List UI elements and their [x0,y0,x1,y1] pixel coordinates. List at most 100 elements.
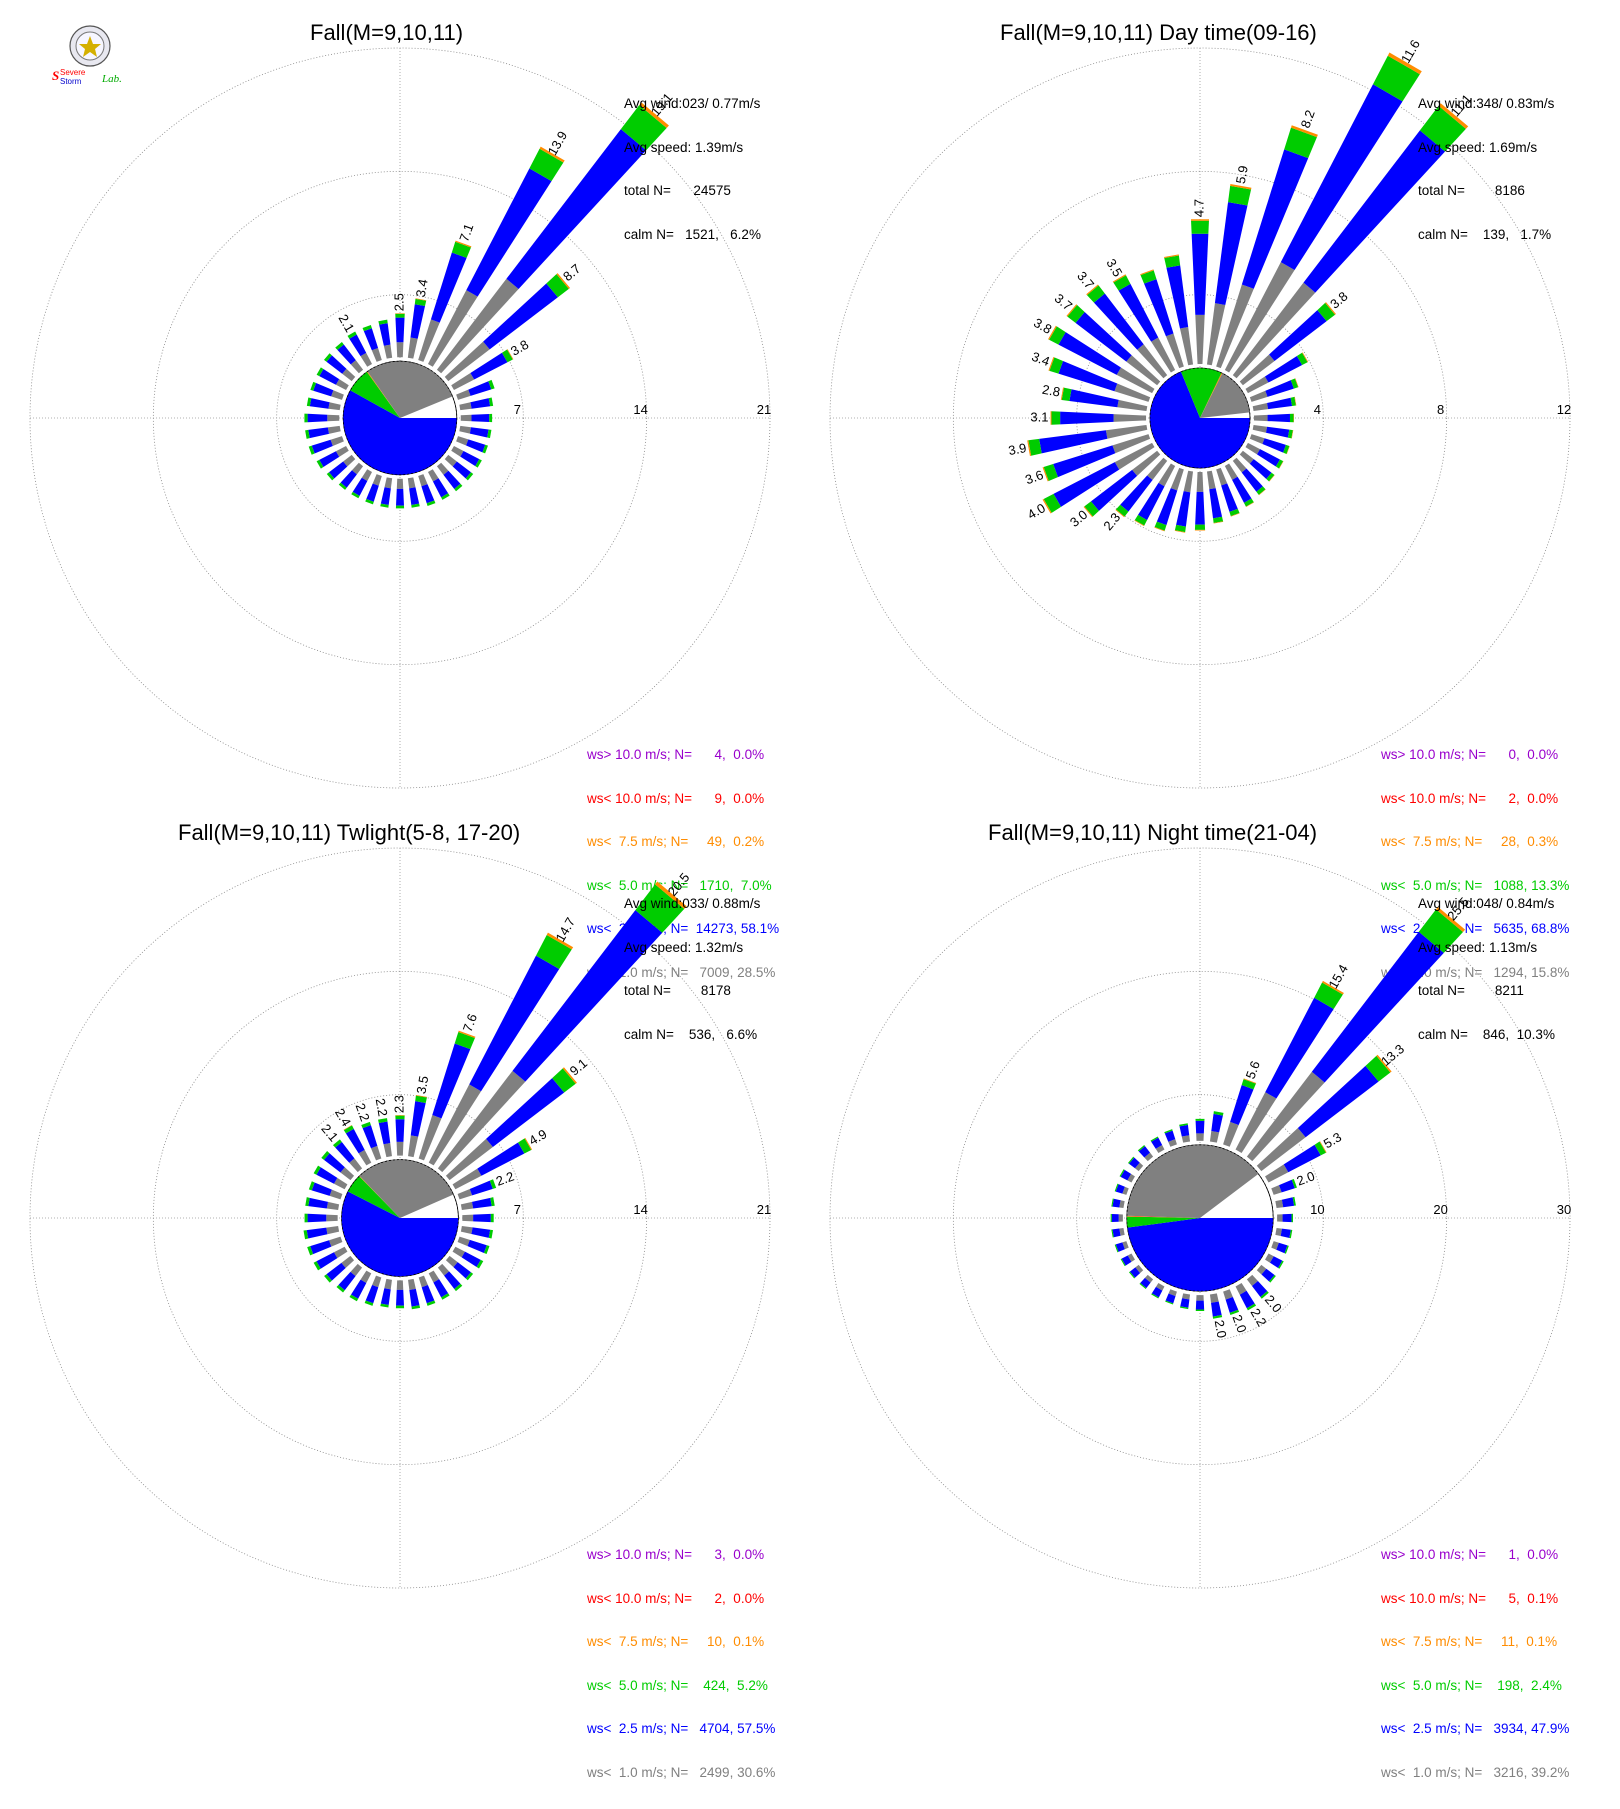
wind-bar-segment [458,1237,470,1246]
wind-bar-segment [396,1290,404,1306]
stat-calm: calm N= 846, 10.3% [1418,1028,1555,1043]
ring-tick-label: 4 [1314,402,1321,417]
wind-bar-segment [462,1215,473,1222]
wind-bar-segment [313,383,333,396]
legend-entry: ws< 5.0 m/s; N= 424, 5.2% [587,1679,775,1694]
sector-value-label: 5.9 [1233,164,1251,184]
wind-bar-segment [328,426,341,434]
wind-bar-segment [471,1227,490,1237]
wind-bar-segment [384,345,392,359]
ring-tick-label: 12 [1557,402,1571,417]
wind-bar-segment [364,328,378,350]
sector-value-label: 3.5 [1103,256,1125,279]
wind-bar-segment [1180,1125,1190,1137]
wind-bar-segment [349,334,366,356]
wind-bar-segment [422,1285,435,1303]
sector-value-label: 2.0 [1212,1319,1230,1339]
legend: ws> 10.0 m/s; N= 3, 0.0% ws< 10.0 m/s; N… [587,1519,775,1809]
sector-value-label: 2.8 [1041,382,1061,400]
wind-bar-segment [1184,471,1193,493]
sector-value-label: 2.2 [494,1169,516,1189]
legend-entry: ws< 5.0 m/s; N= 198, 2.4% [1381,1679,1569,1694]
wind-bar-segment [396,1306,404,1309]
wind-bar-segment [316,1252,337,1268]
stat-calm: calm N= 139, 1.7% [1418,228,1554,243]
wind-bar-segment [1112,1214,1119,1222]
ring-tick-label: 7 [514,1202,521,1217]
wind-bar-segment [1277,1214,1282,1221]
wind-bar-segment [397,479,403,489]
sector-value-label: 2.2 [373,1097,391,1117]
wind-bar-segment [411,1101,426,1137]
sector-value-label: 2.0 [1229,1313,1249,1335]
wind-bar-segment [1195,525,1205,530]
wind-bar-segment [1196,1301,1204,1310]
ring-tick-label: 21 [757,1202,771,1217]
wind-bar-segment [1281,1229,1291,1238]
wind-bar-segment [327,1202,339,1210]
wind-bar-segment [1180,1298,1189,1308]
wind-bar-segment [308,1214,327,1222]
wind-bar-segment [331,390,344,400]
wind-bar-segment [346,1129,365,1154]
stat-avg-wind: Avg wind:033/ 0.88m/s [624,897,760,912]
stat-avg-wind: Avg wind:023/ 0.77m/s [624,97,761,112]
wind-bar-segment [1112,1199,1120,1208]
stats-block: Avg wind:048/ 0.84m/s Avg speed: 1.13m/s… [1418,868,1555,1071]
wind-bar-segment [1230,1085,1253,1125]
wind-bar-segment [1119,1214,1123,1221]
wind-bar-segment [304,414,307,423]
wind-bar-segment [1117,400,1147,411]
sector-value-label: 2.5 [391,293,406,311]
sector-value-label: 7.1 [456,222,476,244]
ring-tick-label: 8 [1437,402,1444,417]
wind-bar-segment [410,304,425,339]
ring-tick-label: 14 [633,402,647,417]
wind-bar-segment [461,415,472,421]
wind-bar-segment [1267,398,1292,409]
wind-bar-segment [326,1215,337,1222]
wind-bar-segment [470,398,490,409]
ring-tick-label: 21 [757,402,771,417]
wind-bar-segment [397,342,404,357]
wind-bar-segment [1257,449,1280,466]
wind-bar-segment [1254,415,1268,421]
wind-bar-segment [329,1237,342,1247]
wind-bar-segment [1265,1164,1288,1182]
wind-bar-segment [319,451,339,467]
wind-bar-segment [371,1146,381,1161]
wind-bar-segment [384,1143,392,1157]
wind-bar-segment [1052,411,1061,424]
wind-bar-segment [1197,472,1204,492]
wind-bar-segment [408,477,416,488]
wind-bar-segment [468,1240,487,1253]
wind-bar-segment [1196,1119,1205,1121]
sector-value-label: 3.6 [1023,467,1045,487]
wind-bar-segment [395,1116,404,1120]
wind-bar-segment [486,1078,564,1147]
wind-bar-segment [1292,1214,1293,1222]
wind-bar-segment [385,477,393,488]
wind-bar-segment [1060,412,1113,425]
wind-bar-segment [308,427,329,438]
stat-calm: calm N= 1521, 6.2% [624,228,761,243]
wind-bar-segment [373,474,382,486]
wind-bar-segment [1180,327,1193,365]
panel-title: Fall(M=9,10,11) Night time(21-04) [988,820,1317,846]
wind-bar-segment [310,1240,331,1254]
wind-bar-segment [397,1280,404,1290]
sector-value-label: 2.4 [332,1106,354,1129]
sector-value-label: 8.2 [1298,108,1318,130]
wind-bar-segment [308,414,328,422]
wind-bar-segment [396,506,404,509]
sector-value-label: 15.4 [1325,962,1351,991]
sector-value-label: 2.1 [336,312,358,335]
sector-value-label: 14.7 [552,915,578,944]
wind-bar-segment [308,1198,328,1209]
legend-entry: ws< 7.5 m/s; N= 11, 0.1% [1381,1635,1569,1650]
wind-bar-segment [372,348,382,362]
wind-bar-segment [418,474,427,486]
wind-bar-segment [310,398,330,409]
wind-bar-segment [327,415,339,422]
